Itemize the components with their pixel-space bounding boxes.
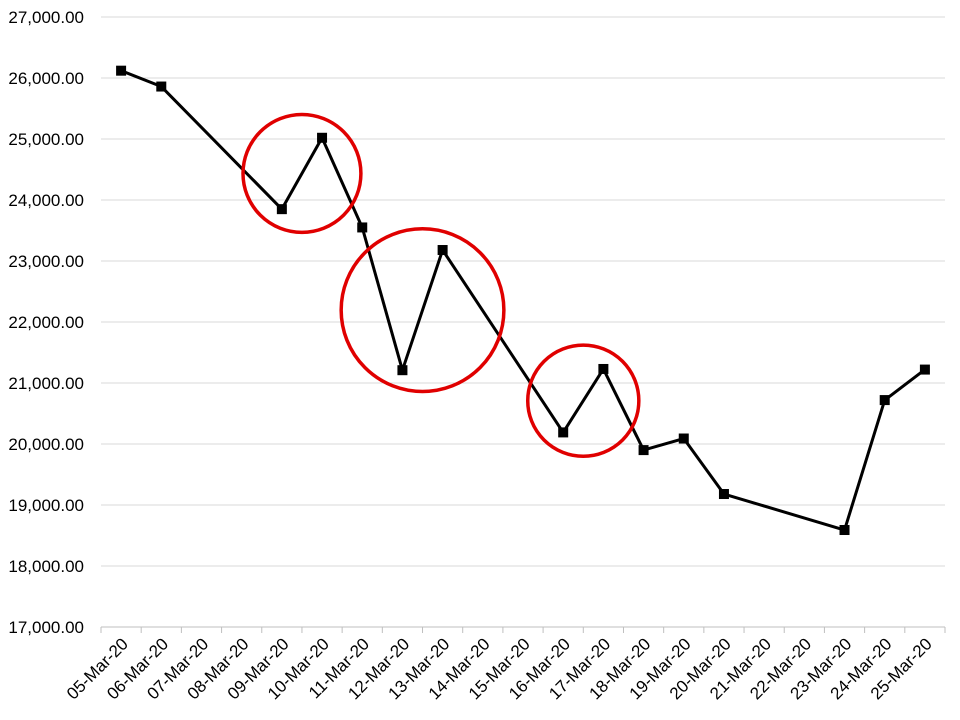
data-point-marker — [357, 222, 368, 233]
y-tick-label: 21,000.00 — [8, 374, 84, 393]
y-tick-label: 25,000.00 — [8, 130, 84, 149]
annotation-circle — [339, 226, 506, 394]
series-line — [120, 69, 926, 532]
gridlines — [101, 16, 945, 567]
data-point-marker — [839, 525, 850, 536]
y-axis-tick-labels: 17,000.00 18,000.00 19,000.00 20,000.00 21,0… — [8, 8, 84, 637]
annotation-circle — [525, 343, 641, 458]
data-point-marker — [437, 245, 448, 256]
data-point-marker — [276, 204, 287, 215]
data-point-marker — [678, 433, 689, 444]
data-point-marker — [116, 65, 127, 76]
y-tick-label: 22,000.00 — [8, 313, 84, 332]
y-tick-label: 24,000.00 — [8, 191, 84, 210]
price-series — [116, 65, 930, 536]
annotation-circle — [241, 112, 363, 235]
data-point-marker — [558, 427, 569, 438]
y-tick-label: 27,000.00 — [8, 8, 84, 27]
data-point-marker — [156, 81, 167, 92]
data-point-marker — [718, 489, 729, 500]
data-point-marker — [919, 364, 930, 375]
data-point-marker — [638, 445, 649, 456]
data-point-marker — [879, 395, 890, 406]
annotation-circles — [241, 112, 641, 458]
x-axis-tick-labels: 05-Mar-2006-Mar-2007-Mar-2008-Mar-2009-M… — [63, 627, 946, 703]
y-tick-label: 23,000.00 — [8, 252, 84, 271]
y-tick-label: 18,000.00 — [8, 557, 84, 576]
data-point-marker — [397, 365, 408, 376]
data-point-marker — [598, 363, 609, 374]
y-tick-label: 17,000.00 — [8, 618, 84, 637]
data-point-marker — [317, 132, 328, 143]
y-tick-label: 19,000.00 — [8, 496, 84, 515]
y-tick-label: 20,000.00 — [8, 435, 84, 454]
y-tick-label: 26,000.00 — [8, 69, 84, 88]
